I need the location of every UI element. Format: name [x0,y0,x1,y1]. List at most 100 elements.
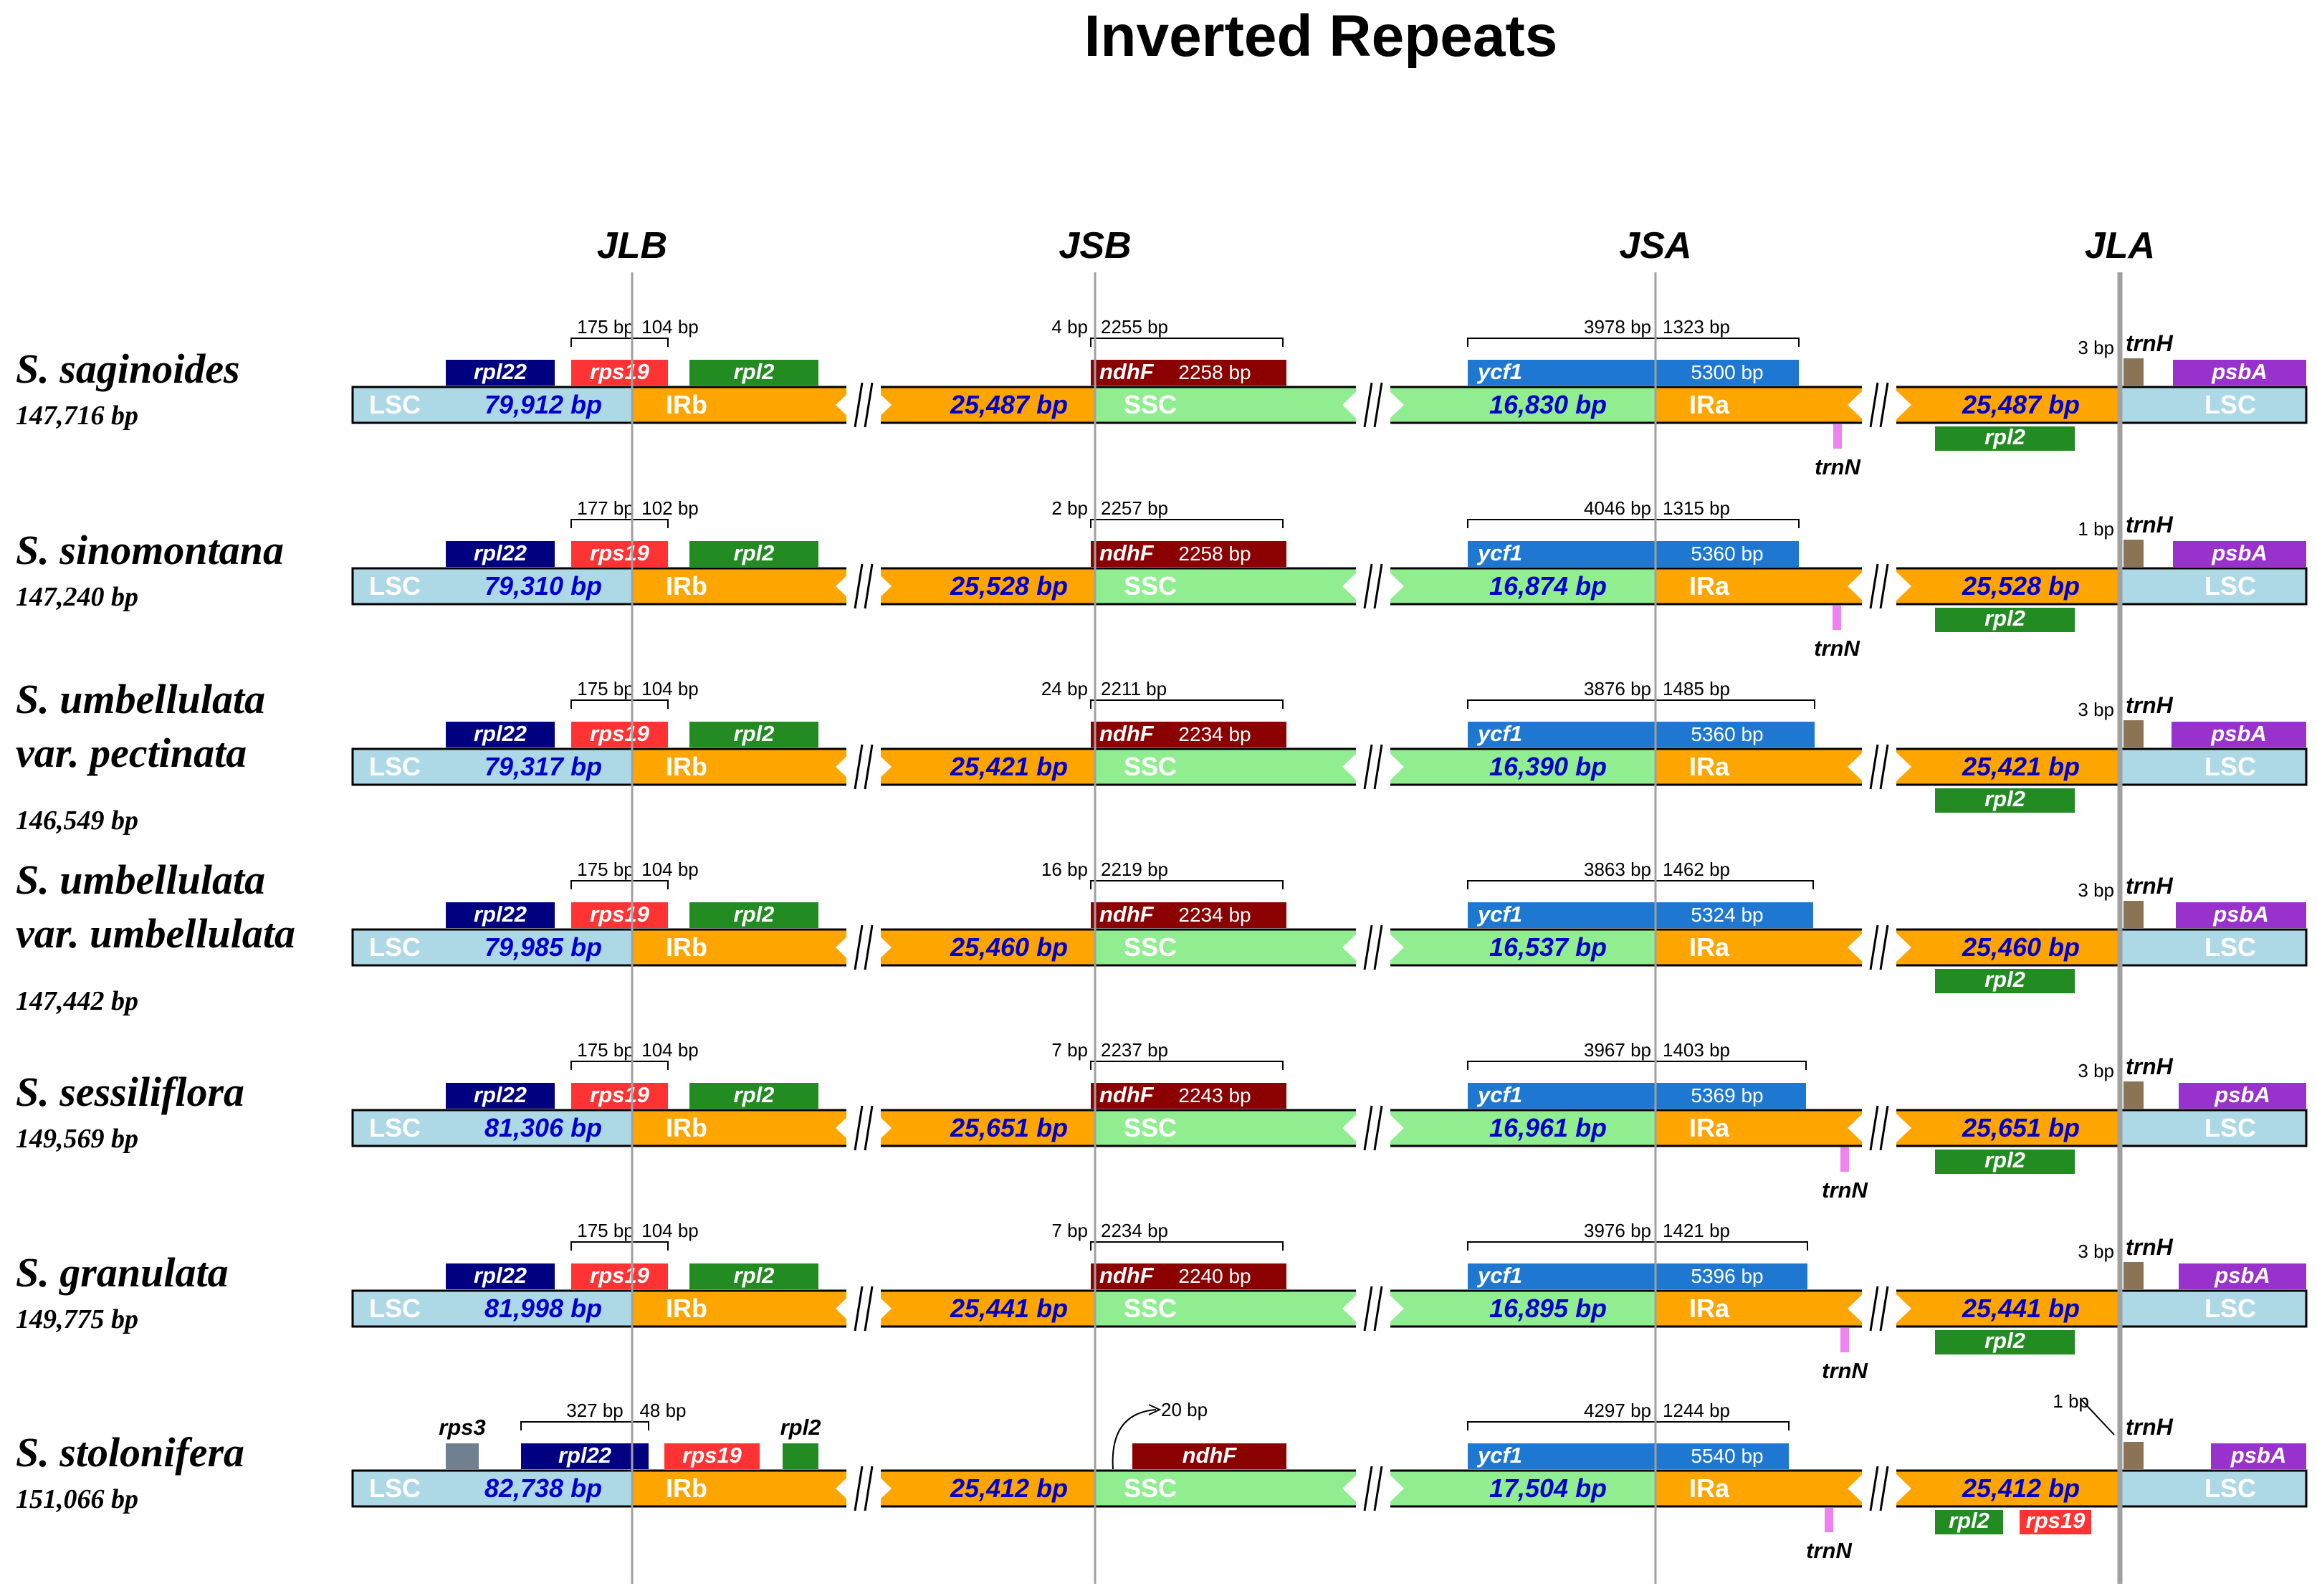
ycf1-size: 5396 bp [1691,1265,1763,1287]
break-mark-gap [1356,925,1390,970]
ycf1-gene-label: ycf1 [1476,1263,1522,1288]
rpl2-jla-gene-label: rpl2 [1984,424,2025,449]
direction-arrow [1342,1113,1358,1143]
ycf1-gene [1468,722,1815,747]
rps3-gene [446,1443,479,1469]
psba-gene-label: psbA [2211,540,2268,565]
genome-bar-outline [351,386,2308,424]
ira-size: 25,460 bp [1962,932,2080,962]
trnh-label: trnH [2126,330,2174,356]
genome-size: 149,775 bp [16,1304,138,1334]
lsc-end-segment [2120,930,2306,965]
jsa-right-bp: 1462 bp [1663,859,1730,880]
ssc-label: SSC [1124,1294,1177,1323]
ndhf-gene-label: ndhF [1099,721,1155,746]
trnh-gene [2123,1262,2144,1289]
jlb-left-bp: 175 bp [577,1039,634,1061]
irb-size: 25,412 bp [950,1473,1068,1503]
ycf1-size: 5360 bp [1691,543,1763,565]
ndhf-size: 2234 bp [1178,904,1251,926]
break-mark [1363,1286,1383,1332]
rpl22-gene-label: rpl22 [474,721,527,746]
ssc-label: SSC [1124,1113,1177,1142]
trnn-label: trnN [1822,1177,1868,1203]
jsa-bracket [1467,519,1800,530]
jlb-left-bp: 175 bp [577,1220,634,1241]
jlb-bracket [570,1061,669,1071]
lsc-size: 79,317 bp [484,752,602,781]
rpl2-jla-gene [1935,426,2075,451]
jsb-left-bp: 7 bp [1051,1220,1088,1241]
rpl2-gene [783,1443,818,1469]
psba-gene [2173,541,2306,567]
psba-gene [2172,722,2306,747]
ira-size: 25,441 bp [1962,1294,2080,1323]
direction-arrow [1848,752,1863,782]
rpl2-jla-gene [1935,969,2075,993]
jsa-left-bp: 3976 bp [1584,1220,1651,1241]
break-mark-gap [1862,1466,1896,1511]
trnn-gene [1833,606,1841,630]
break-mark-gap [1356,1286,1390,1331]
rpl22-gene [446,902,555,928]
ndhf-gene-label: ndhF [1099,1263,1155,1288]
ira-size: 25,487 bp [1962,390,2080,419]
lsc-size: 79,985 bp [484,932,602,962]
rps19-jla-gene-label: rps19 [2026,1508,2086,1533]
trnh-label: trnH [2126,873,2174,899]
ndhf-gene [1091,902,1286,928]
ndhf-size: 2258 bp [1178,361,1251,383]
rpl2-gene-label: rpl2 [734,902,775,927]
direction-arrow [1342,390,1358,420]
lsc-label: LSC [369,571,421,601]
lsc-end-segment [2120,568,2306,604]
ira-label: IRa [1689,571,1730,601]
species-name: S. umbellulata [16,676,265,722]
lsc-end-label: LSC [2204,390,2256,419]
lsc-end-label: LSC [2204,1473,2256,1503]
jlb-right-bp: 48 bp [639,1400,686,1421]
psba-gene [2179,1083,2306,1109]
jlb-left-bp: 177 bp [577,497,634,519]
jlb-right-bp: 102 bp [641,497,699,519]
trnn-label: trnN [1806,1538,1852,1563]
trnh-gene [2123,901,2144,928]
rpl22-gene-label: rpl22 [474,1082,527,1107]
jlb-bracket [570,699,669,710]
rpl2-gene-label: rpl2 [734,1263,775,1288]
species-row: S. sinomontana 147,240 bp LSC 79,310 bp IRb 2… [16,497,2308,661]
lsc-label: LSC [369,932,421,962]
jlb-left-bp: 175 bp [577,859,634,880]
ssc-size: 16,895 bp [1489,1294,1607,1323]
irb-label: IRb [666,932,707,962]
genome-bar-outline [351,1109,2308,1147]
lsc-end-segment [2120,387,2306,423]
rps19-gene-label: rps19 [590,1082,649,1107]
rpl2-gene-label: rpl2 [734,1082,775,1107]
rpl2-label: rpl2 [780,1415,821,1440]
rpl2-gene [689,360,818,386]
lsc-end-label: LSC [2204,571,2256,601]
lsc-label: LSC [369,752,421,781]
ndhf-size: 2243 bp [1178,1084,1251,1107]
jsb-left-bp: 2 bp [1051,497,1088,519]
direction-arrow [1896,1473,1911,1504]
break-mark [854,744,874,790]
break-mark-gap [846,1106,881,1150]
irb-label: IRb [666,1113,707,1142]
ira-size: 25,651 bp [1962,1113,2080,1142]
rpl2-jla-gene [1935,1510,2003,1534]
psba-gene-label: psbA [2212,902,2269,927]
rps19-gene [571,902,668,928]
rpl2-jla-gene [1935,788,2075,813]
ndhf-size: 2240 bp [1178,1265,1251,1287]
rps3-label: rps3 [439,1415,485,1440]
jsa-right-bp: 1323 bp [1663,316,1730,338]
jlb-right-bp: 104 bp [641,1039,699,1061]
jla-dist-bp: 3 bp [2078,1060,2114,1081]
direction-arrow [1848,1113,1863,1143]
rps19-gene-label: rps19 [590,902,649,927]
direction-arrow [1388,932,1404,962]
break-mark [1363,744,1383,790]
